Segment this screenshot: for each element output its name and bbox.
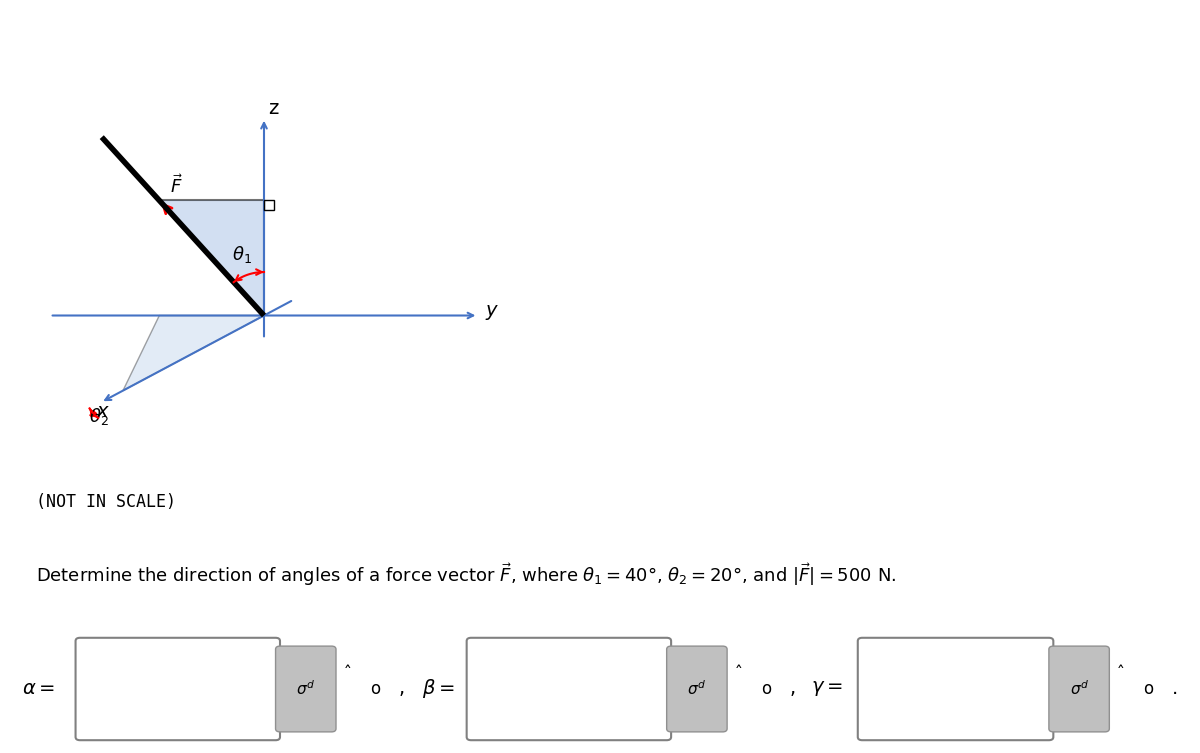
- FancyBboxPatch shape: [76, 638, 280, 740]
- Text: $\gamma=$: $\gamma=$: [811, 679, 842, 699]
- Text: ,: ,: [790, 679, 796, 699]
- Text: x: x: [96, 401, 108, 421]
- Text: $\sigma^d$: $\sigma^d$: [1069, 680, 1088, 698]
- Text: $\sigma^d$: $\sigma^d$: [296, 680, 316, 698]
- Text: Determine the direction of angles of a force vector $\vec{F}$, where $\theta_1 =: Determine the direction of angles of a f…: [36, 561, 896, 588]
- Text: $\hat{}$: $\hat{}$: [344, 656, 352, 674]
- Text: o: o: [370, 680, 380, 698]
- Text: $\theta_2$: $\theta_2$: [89, 406, 109, 427]
- FancyBboxPatch shape: [276, 646, 336, 732]
- Text: o: o: [1144, 680, 1153, 698]
- Text: $\beta=$: $\beta=$: [422, 678, 455, 700]
- Text: ,: ,: [398, 679, 404, 699]
- Text: o: o: [761, 680, 772, 698]
- Text: $\vec{F}$: $\vec{F}$: [170, 174, 184, 197]
- Text: $\alpha=$: $\alpha=$: [23, 679, 55, 699]
- FancyBboxPatch shape: [1049, 646, 1109, 732]
- Text: $\hat{}$: $\hat{}$: [736, 656, 743, 674]
- Text: $\theta_1$: $\theta_1$: [232, 244, 252, 265]
- FancyBboxPatch shape: [467, 638, 671, 740]
- Text: $\sigma^d$: $\sigma^d$: [688, 680, 707, 698]
- Text: (NOT IN SCALE): (NOT IN SCALE): [36, 493, 176, 511]
- FancyBboxPatch shape: [858, 638, 1054, 740]
- FancyBboxPatch shape: [667, 646, 727, 732]
- Text: y: y: [485, 300, 497, 319]
- Text: z: z: [269, 99, 278, 118]
- Text: .: .: [1172, 679, 1178, 699]
- Polygon shape: [122, 316, 264, 391]
- Text: $\hat{}$: $\hat{}$: [1118, 656, 1126, 674]
- Polygon shape: [160, 200, 264, 316]
